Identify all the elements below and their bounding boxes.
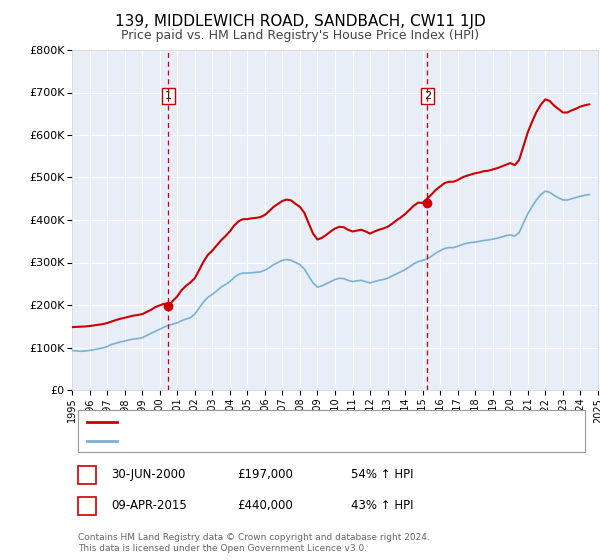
Text: 09-APR-2015: 09-APR-2015 [111,499,187,512]
Text: 139, MIDDLEWICH ROAD, SANDBACH, CW11 1JD (detached house): 139, MIDDLEWICH ROAD, SANDBACH, CW11 1JD… [123,417,470,427]
Text: 2: 2 [83,501,91,511]
Text: HPI: Average price, detached house, Cheshire East: HPI: Average price, detached house, Ches… [123,436,388,446]
Text: £197,000: £197,000 [237,468,293,482]
Text: 139, MIDDLEWICH ROAD, SANDBACH, CW11 1JD: 139, MIDDLEWICH ROAD, SANDBACH, CW11 1JD [115,14,485,29]
Text: Contains HM Land Registry data © Crown copyright and database right 2024.
This d: Contains HM Land Registry data © Crown c… [78,533,430,553]
Text: 43% ↑ HPI: 43% ↑ HPI [351,499,413,512]
Text: Price paid vs. HM Land Registry's House Price Index (HPI): Price paid vs. HM Land Registry's House … [121,29,479,42]
Text: 30-JUN-2000: 30-JUN-2000 [111,468,185,482]
Text: 54% ↑ HPI: 54% ↑ HPI [351,468,413,482]
Text: 1: 1 [83,470,91,480]
Text: 1: 1 [165,91,172,101]
Text: £440,000: £440,000 [237,499,293,512]
Text: 2: 2 [424,91,431,101]
